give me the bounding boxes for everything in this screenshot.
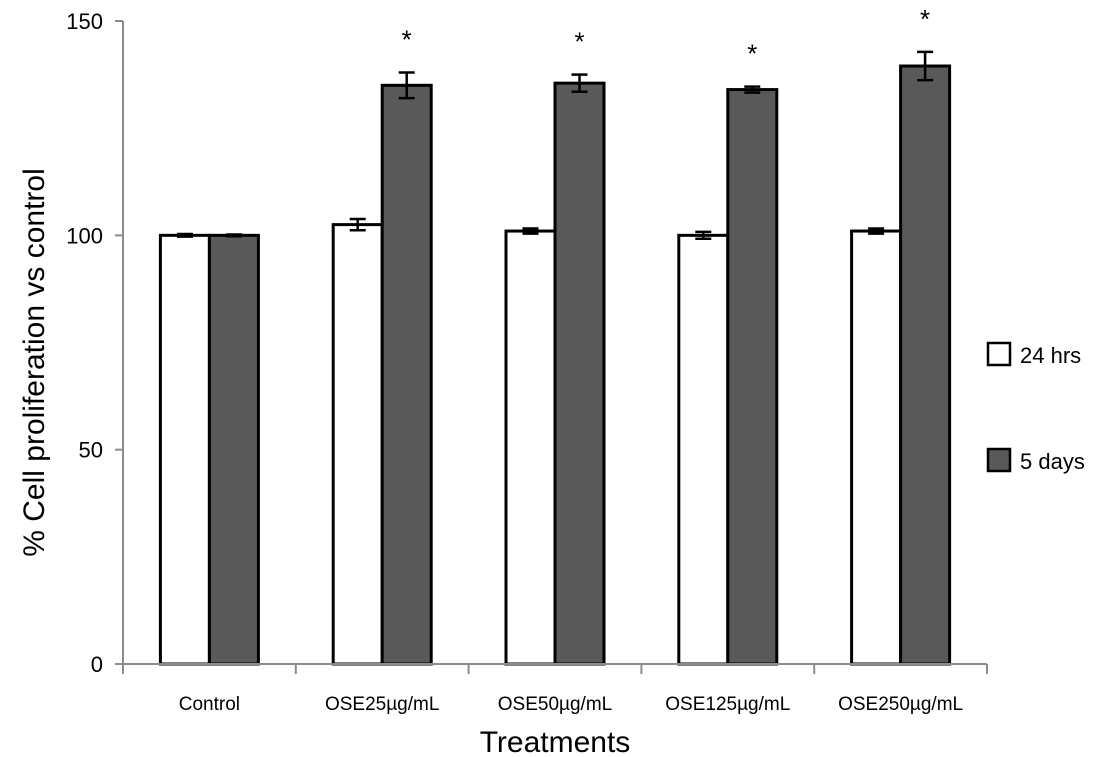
bar	[380, 83, 433, 666]
axes: 0 50 100 150 Control OSE25µg/mL OSE50µg/mL OSE1…	[66, 9, 988, 715]
bar	[504, 229, 557, 666]
y-tick-label: 100	[66, 223, 103, 248]
x-tick-label: Control	[179, 694, 240, 715]
legend-label: 5 days	[1020, 449, 1085, 474]
legend-swatch	[986, 447, 1012, 473]
legend-label: 24 hrs	[1020, 343, 1081, 368]
y-tick-label: 150	[66, 9, 103, 34]
bar	[677, 233, 730, 666]
bar	[553, 81, 606, 666]
y-tick-label: 0	[91, 652, 103, 677]
y-axis-title: % Cell proliferation vs control	[18, 168, 51, 557]
legend-swatch	[986, 341, 1012, 367]
bar	[331, 223, 384, 666]
bar	[850, 229, 903, 666]
bar	[726, 88, 779, 666]
bar	[207, 233, 260, 666]
significance-marker: *	[402, 24, 412, 54]
plot-area: * * * *	[158, 4, 952, 666]
significance-marker: *	[920, 4, 930, 34]
x-tick-label: OSE125µg/mL	[665, 694, 790, 715]
x-tick-label: OSE250µg/mL	[838, 694, 963, 715]
legend: 24 hrs 5 days	[986, 341, 1085, 474]
bar	[899, 64, 952, 666]
x-tick-label: OSE50µg/mL	[498, 694, 612, 715]
bar	[158, 233, 211, 666]
x-axis-title: Treatments	[480, 726, 631, 757]
significance-marker: *	[574, 27, 584, 57]
y-tick-label: 50	[79, 438, 103, 463]
x-tick-label: OSE25µg/mL	[325, 694, 439, 715]
significance-marker: *	[747, 39, 757, 69]
